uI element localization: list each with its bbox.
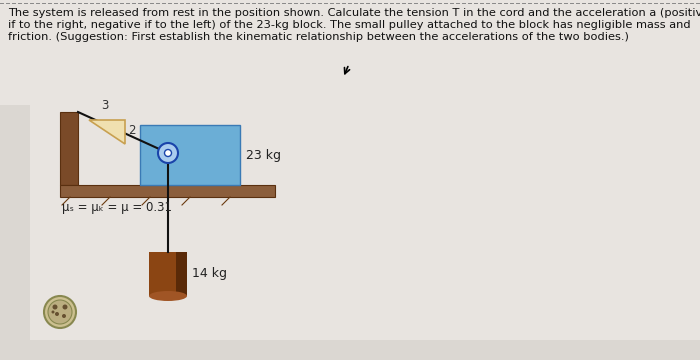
Circle shape [48, 300, 72, 324]
Bar [30, 100, 340, 340]
Bar [0, 0, 700, 105]
Circle shape [164, 149, 172, 157]
Text: 23 kg: 23 kg [246, 148, 281, 162]
Ellipse shape [149, 291, 187, 301]
Bar [149, 252, 187, 296]
Text: The system is released from rest in the position shown. Calculate the tension T : The system is released from rest in the … [8, 8, 700, 18]
Bar [176, 252, 187, 296]
Text: if to the right, negative if to the left) of the 23-kg block. The small pulley a: if to the right, negative if to the left… [8, 20, 691, 30]
Bar [60, 185, 275, 197]
Circle shape [62, 314, 66, 318]
Bar [140, 125, 240, 185]
Text: 3: 3 [102, 99, 108, 112]
Text: friction. (Suggestion: First establish the kinematic relationship between the ac: friction. (Suggestion: First establish t… [8, 32, 629, 42]
Circle shape [55, 312, 59, 316]
Circle shape [52, 310, 55, 314]
Text: 14 kg: 14 kg [192, 267, 227, 280]
Bar [340, 0, 700, 340]
Circle shape [52, 305, 57, 310]
Text: 2: 2 [128, 123, 136, 136]
Polygon shape [89, 120, 125, 144]
Circle shape [158, 143, 178, 163]
Bar [60, 112, 78, 185]
Circle shape [44, 296, 76, 328]
Circle shape [62, 305, 67, 310]
Text: μₛ = μₖ = μ = 0.31: μₛ = μₖ = μ = 0.31 [62, 202, 172, 215]
